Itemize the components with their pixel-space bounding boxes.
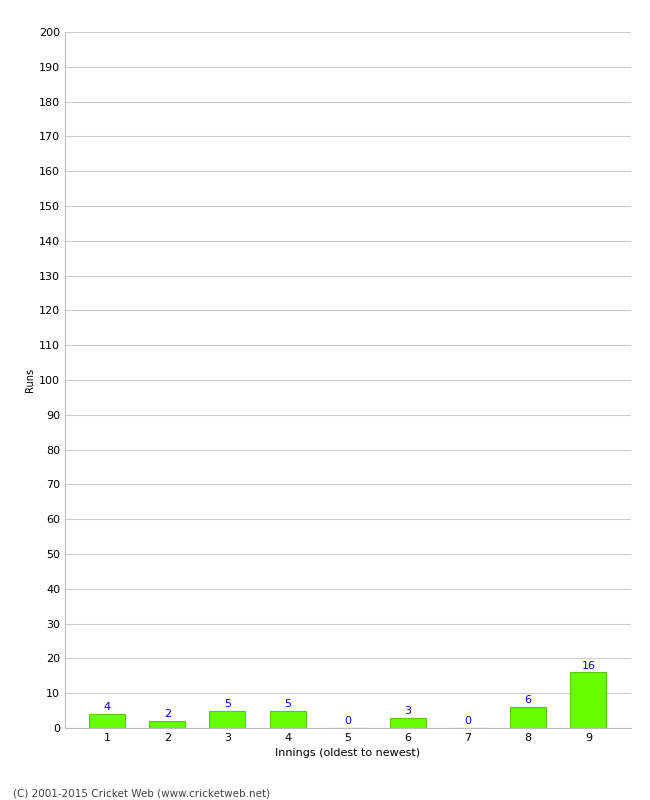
Text: 3: 3 bbox=[404, 706, 411, 716]
Text: 0: 0 bbox=[465, 716, 471, 726]
Text: 5: 5 bbox=[224, 699, 231, 709]
Text: 16: 16 bbox=[581, 661, 595, 670]
Text: 2: 2 bbox=[164, 710, 171, 719]
Text: 0: 0 bbox=[344, 716, 351, 726]
Bar bbox=[150, 721, 185, 728]
Bar bbox=[209, 710, 246, 728]
Bar bbox=[570, 672, 606, 728]
Text: (C) 2001-2015 Cricket Web (www.cricketweb.net): (C) 2001-2015 Cricket Web (www.cricketwe… bbox=[13, 788, 270, 798]
Bar bbox=[270, 710, 306, 728]
Text: 4: 4 bbox=[103, 702, 111, 712]
Text: 5: 5 bbox=[284, 699, 291, 709]
Bar bbox=[390, 718, 426, 728]
Text: 6: 6 bbox=[525, 695, 532, 706]
X-axis label: Innings (oldest to newest): Innings (oldest to newest) bbox=[275, 749, 421, 758]
Y-axis label: Runs: Runs bbox=[25, 368, 35, 392]
Bar bbox=[510, 707, 546, 728]
Bar bbox=[89, 714, 125, 728]
